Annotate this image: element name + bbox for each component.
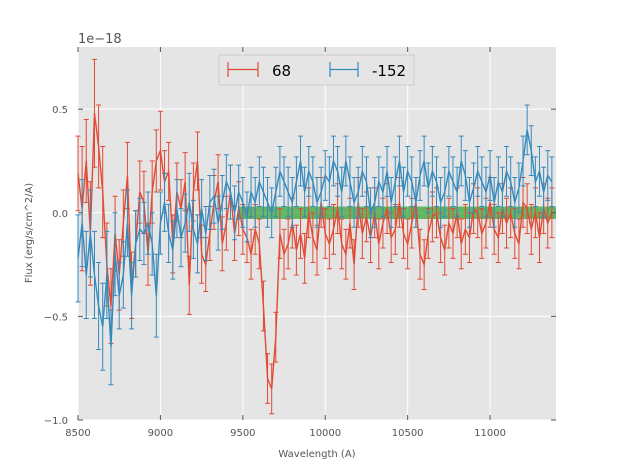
x-axis-label: Wavelength (A) bbox=[278, 449, 355, 460]
y-tick-label-3: 0.5 bbox=[52, 105, 68, 116]
legend-label-neg152: -152 bbox=[372, 62, 406, 80]
x-tick-label-4: 10500 bbox=[392, 428, 424, 439]
series--152 bbox=[75, 104, 555, 386]
x-tick-label-1: 9000 bbox=[148, 428, 173, 439]
y-axis-ticks: −1.0 −0.5 0.0 0.5 bbox=[44, 105, 556, 427]
y-tick-label-0: −1.0 bbox=[44, 416, 68, 427]
x-axis-ticks: 8500 9000 9500 10000 10500 11000 bbox=[65, 47, 506, 439]
series-line--152 bbox=[77, 129, 553, 348]
x-tick-label-0: 8500 bbox=[65, 428, 90, 439]
x-tick-label-2: 9500 bbox=[230, 428, 255, 439]
y-tick-label-2: 0.0 bbox=[52, 209, 68, 220]
legend: 68 -152 bbox=[218, 54, 415, 86]
legend-marker-68 bbox=[227, 62, 259, 77]
x-tick-label-3: 10000 bbox=[309, 428, 341, 439]
y-offset-label: 1e−18 bbox=[78, 32, 122, 47]
y-tick-label-1: −0.5 bbox=[44, 312, 68, 323]
legend-entry-neg152: -152 bbox=[329, 62, 406, 80]
legend-label-68: 68 bbox=[272, 62, 291, 80]
series-layer bbox=[75, 58, 555, 415]
x-tick-label-5: 11000 bbox=[474, 428, 506, 439]
series-line-68 bbox=[77, 113, 553, 390]
legend-marker-neg152 bbox=[329, 62, 359, 77]
legend-entry-68: 68 bbox=[227, 62, 291, 80]
y-axis-label: Flux (erg/s/cm^2/A) bbox=[24, 183, 35, 283]
